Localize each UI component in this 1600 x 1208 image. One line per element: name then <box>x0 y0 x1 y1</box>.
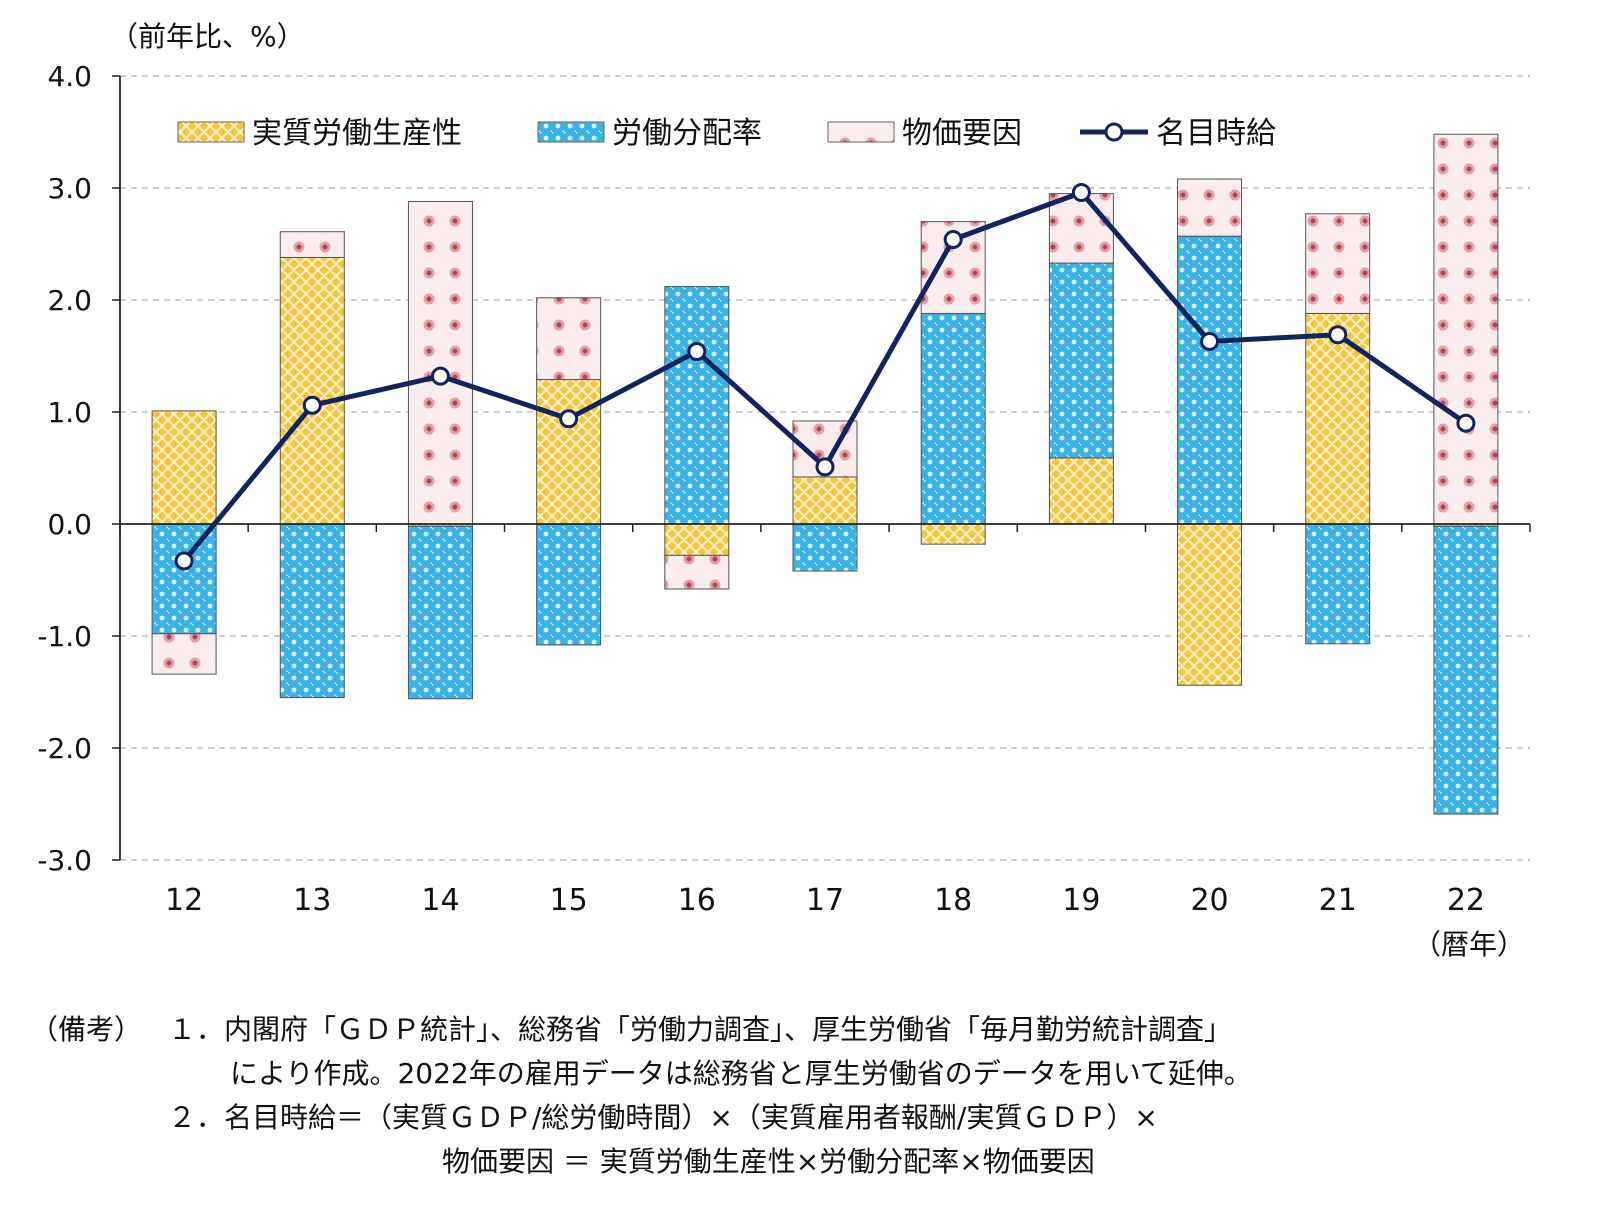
bar-real-labor-productivity <box>792 476 858 525</box>
x-tick-label: 18 <box>934 883 972 918</box>
bar-price-factor <box>1177 178 1243 237</box>
bar-price-factor <box>664 554 730 590</box>
bar-labor-share <box>151 523 217 635</box>
legend: 実質労働生産性 労働分配率 物価要因 名目時給 <box>177 116 1276 151</box>
nominal-wage-point <box>687 342 707 362</box>
bar-labor-share <box>1305 523 1371 645</box>
bar-labor-share <box>536 523 602 646</box>
bar-price-factor <box>279 231 345 258</box>
bar-labor-share <box>1433 525 1499 815</box>
chart: 4.0 3.0 2.0 1.0 0.0 -1.0 -2.0 -3.0 12 13 14 15 16 17 1… <box>37 20 1531 961</box>
gridlines <box>120 75 1530 861</box>
y-tick-label: -3.0 <box>37 844 92 877</box>
bar-labor-share <box>279 523 345 699</box>
legend-price-factor-swatch <box>827 121 895 143</box>
bar-labor-share <box>1177 235 1243 525</box>
bar-labor-share <box>1048 262 1114 459</box>
x-tick-label: 21 <box>1319 883 1357 918</box>
bar-real-labor-productivity <box>1048 457 1114 525</box>
nominal-wage-point <box>1200 331 1220 351</box>
bars <box>151 133 1499 815</box>
bar-price-factor <box>151 633 217 675</box>
bar-labor-share <box>407 525 473 700</box>
nominal-wage-point <box>174 551 194 571</box>
note-1: １．内閣府「ＧＤＰ統計」、総務省「労働力調査」、厚生労働省「毎月勤労統計調査」 <box>168 1013 1233 1046</box>
note-2: ２．名目時給＝（実質ＧＤＰ/総労働時間）×（実質雇用者報酬/実質ＧＤＰ）× <box>168 1101 1158 1134</box>
x-tick-label: 19 <box>1062 883 1100 918</box>
legend-labor-share-label: 労働分配率 <box>612 116 762 151</box>
x-tick-label: 17 <box>806 883 844 918</box>
legend-nominal-wage-label: 名目時給 <box>1156 116 1276 151</box>
bar-price-factor <box>1305 213 1371 314</box>
legend-real-labor-productivity-swatch <box>177 121 245 143</box>
y-tick-label: -2.0 <box>37 732 92 765</box>
bar-real-labor-productivity <box>920 523 986 545</box>
x-tick-label: 12 <box>165 883 203 918</box>
y-tick-label: 3.0 <box>47 172 92 205</box>
bar-price-factor <box>536 297 602 381</box>
bar-real-labor-productivity <box>151 410 217 525</box>
x-tick-label: 16 <box>678 883 716 918</box>
bar-labor-share <box>664 286 730 525</box>
y-tick-label: 4.0 <box>47 60 92 93</box>
note-1-cont: により作成。2022年の雇用データは総務省と厚生労働省のデータを用いて延伸。 <box>230 1057 1252 1090</box>
bar-price-factor <box>407 200 473 525</box>
nominal-wage-point <box>1456 413 1476 433</box>
bar-price-factor <box>1433 133 1499 525</box>
y-tick-label: 0.0 <box>47 508 92 541</box>
legend-nominal-wage-marker <box>1104 122 1124 142</box>
notes-label: （備考） <box>30 1013 143 1046</box>
x-tick-label: 15 <box>550 883 588 918</box>
nominal-wage-point <box>815 457 835 477</box>
y-unit-label: （前年比、%） <box>110 20 305 53</box>
bar-labor-share <box>792 523 858 572</box>
x-tick-label: 22 <box>1447 883 1485 918</box>
axis-labels: （前年比、%） （暦年） <box>110 20 1525 961</box>
x-unit-label: （暦年） <box>1413 928 1525 961</box>
legend-price-factor-label: 物価要因 <box>902 116 1022 151</box>
legend-real-labor-productivity-label: 実質労働生産性 <box>252 116 462 151</box>
nominal-wage-point <box>1071 182 1091 202</box>
x-tick-label: 13 <box>293 883 331 918</box>
x-tick-label: 20 <box>1190 883 1228 918</box>
nominal-wage-point <box>430 366 450 386</box>
bar-real-labor-productivity <box>1305 312 1371 525</box>
nominal-wage-point <box>1328 325 1348 345</box>
bar-real-labor-productivity <box>279 256 345 525</box>
bar-labor-share <box>920 312 986 525</box>
bar-real-labor-productivity <box>1177 523 1243 686</box>
bar-real-labor-productivity <box>664 523 730 556</box>
axes: 4.0 3.0 2.0 1.0 0.0 -1.0 -2.0 -3.0 12 13 14 15 16 17 1… <box>37 60 1531 918</box>
bar-real-labor-productivity <box>536 379 602 525</box>
nominal-wage-line <box>174 182 1476 571</box>
nominal-wage-point <box>559 409 579 429</box>
y-tick-label: 1.0 <box>47 396 92 429</box>
nominal-wage-point <box>943 230 963 250</box>
bar-price-factor <box>1048 193 1114 264</box>
x-tick-label: 14 <box>421 883 459 918</box>
y-tick-label: 2.0 <box>47 284 92 317</box>
legend-labor-share-swatch <box>537 121 605 143</box>
note-2-cont: 物価要因 ＝ 実質労働生産性×労働分配率×物価要因 <box>442 1145 1095 1178</box>
nominal-wage-point <box>302 395 322 415</box>
y-tick-label: -1.0 <box>37 620 92 653</box>
